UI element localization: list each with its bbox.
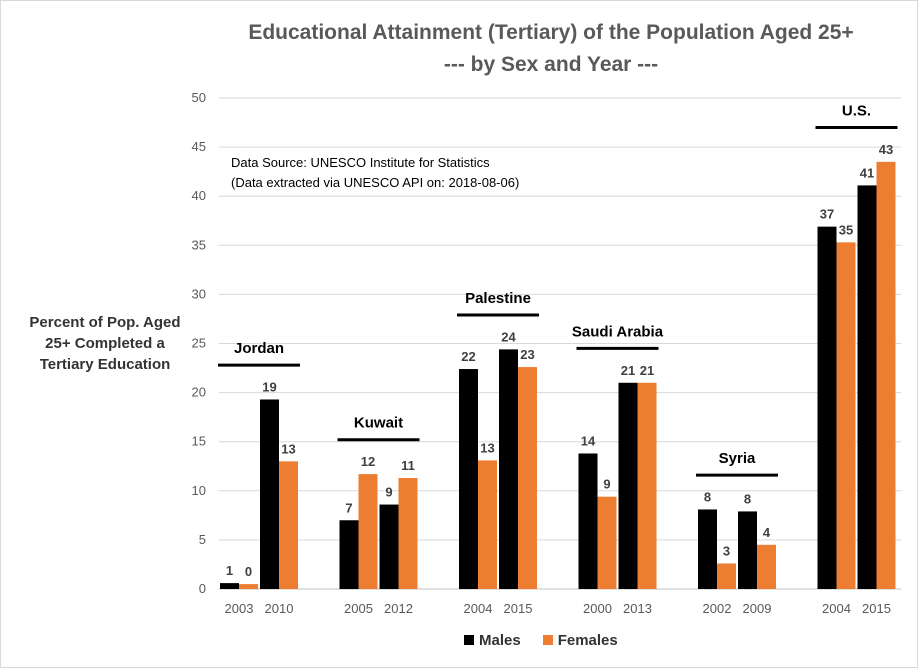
bar-males — [817, 226, 837, 589]
legend: Males Females — [464, 630, 618, 650]
bar-males — [499, 349, 518, 589]
legend-label-females: Females — [557, 631, 618, 649]
data-label-females: 13 — [480, 440, 494, 455]
data-label-females: 23 — [520, 347, 534, 362]
data-label-males: 1 — [226, 563, 233, 578]
bar-males — [220, 583, 239, 589]
y-tick-label: 25 — [192, 336, 206, 351]
y-axis-label-line: 25+ Completed a — [45, 335, 165, 352]
data-label-males: 19 — [262, 379, 276, 394]
y-tick-label: 0 — [199, 581, 206, 596]
y-tick-label: 50 — [192, 90, 206, 105]
data-label-males: 8 — [744, 491, 751, 506]
legend-item-males: Males — [464, 632, 521, 649]
data-label-males: 9 — [385, 485, 392, 500]
legend-label-males: Males — [479, 631, 521, 649]
y-tick-label: 10 — [192, 483, 206, 498]
country-label: Palestine — [465, 290, 531, 307]
y-tick-label: 30 — [192, 286, 206, 301]
bar-females — [279, 461, 298, 589]
y-tick-label: 20 — [192, 385, 206, 400]
bar-females — [597, 496, 617, 589]
country-label: U.S. — [842, 102, 871, 119]
bar-males — [379, 504, 399, 589]
country-label: Jordan — [234, 340, 284, 357]
data-label-females: 13 — [281, 441, 295, 456]
data-label-females: 21 — [640, 363, 654, 378]
chart-title: Educational Attainment (Tertiary) of the… — [248, 21, 854, 44]
bar-females — [757, 544, 776, 589]
data-label-males: 7 — [345, 500, 352, 515]
y-tick-label: 5 — [199, 532, 206, 547]
data-label-females: 12 — [361, 454, 375, 469]
source-line: (Data extracted via UNESCO API on: 2018-… — [231, 175, 520, 190]
y-tick-label: 40 — [192, 188, 206, 203]
y-tick-label: 45 — [192, 139, 206, 154]
x-tick-label: 2004 — [822, 601, 851, 616]
data-label-males: 8 — [704, 489, 711, 504]
data-source-note: Data Source: UNESCO Institute for Statis… — [231, 153, 519, 193]
data-label-females: 11 — [401, 458, 415, 473]
y-tick-label: 15 — [192, 434, 206, 449]
data-label-females: 3 — [723, 543, 730, 558]
bar-females — [478, 460, 497, 589]
bar-males — [698, 509, 717, 589]
data-label-females: 9 — [603, 477, 610, 492]
legend-item-females: Females — [542, 631, 618, 649]
data-label-males: 21 — [621, 363, 635, 378]
chart-subtitle: --- by Sex and Year --- — [443, 53, 659, 76]
data-label-females: 0 — [245, 564, 252, 579]
x-tick-label: 2009 — [743, 601, 772, 616]
x-tick-label: 2012 — [384, 601, 413, 616]
bar-males — [260, 399, 279, 589]
x-tick-label: 2002 — [703, 601, 732, 616]
data-label-males: 37 — [820, 207, 834, 222]
x-tick-label: 2003 — [225, 601, 254, 616]
data-label-males: 14 — [581, 433, 596, 448]
data-label-males: 22 — [461, 349, 475, 364]
y-axis-label-line: Percent of Pop. Aged — [29, 314, 181, 331]
country-label: Kuwait — [354, 415, 403, 432]
bar-females — [398, 478, 418, 589]
data-label-females: 35 — [839, 222, 853, 237]
data-label-females: 4 — [763, 525, 771, 540]
x-tick-label: 2013 — [623, 601, 652, 616]
bar-females — [518, 367, 537, 589]
bar-males — [618, 382, 638, 589]
bar-females — [637, 382, 657, 589]
x-tick-label: 2005 — [344, 601, 373, 616]
country-label: Saudi Arabia — [572, 323, 664, 340]
y-tick-label: 35 — [192, 237, 206, 252]
data-label-males: 41 — [860, 165, 874, 180]
bar-females — [358, 474, 378, 589]
legend-swatch-males — [464, 635, 474, 645]
bar-males — [459, 369, 478, 589]
x-tick-label: 2015 — [862, 601, 891, 616]
source-line: Data Source: UNESCO Institute for Statis… — [231, 155, 490, 170]
x-tick-label: 2010 — [265, 601, 294, 616]
legend-swatch-females — [542, 635, 553, 645]
x-tick-label: 2004 — [464, 601, 493, 616]
bar-males — [339, 520, 359, 589]
y-axis-label: Percent of Pop. Aged 25+ Completed a Ter… — [15, 312, 195, 375]
y-axis-label-line: Tertiary Education — [39, 356, 171, 373]
bar-females — [876, 161, 896, 589]
bar-males — [857, 185, 877, 589]
bar-males — [738, 511, 757, 589]
bar-females — [239, 584, 258, 589]
data-label-females: 43 — [879, 142, 893, 157]
country-label: Syria — [719, 450, 756, 467]
bar-males — [578, 453, 598, 589]
bar-females — [836, 242, 856, 589]
bar-females — [717, 563, 736, 589]
data-label-males: 24 — [501, 329, 516, 344]
x-tick-label: 2015 — [504, 601, 533, 616]
x-tick-label: 2000 — [583, 601, 612, 616]
